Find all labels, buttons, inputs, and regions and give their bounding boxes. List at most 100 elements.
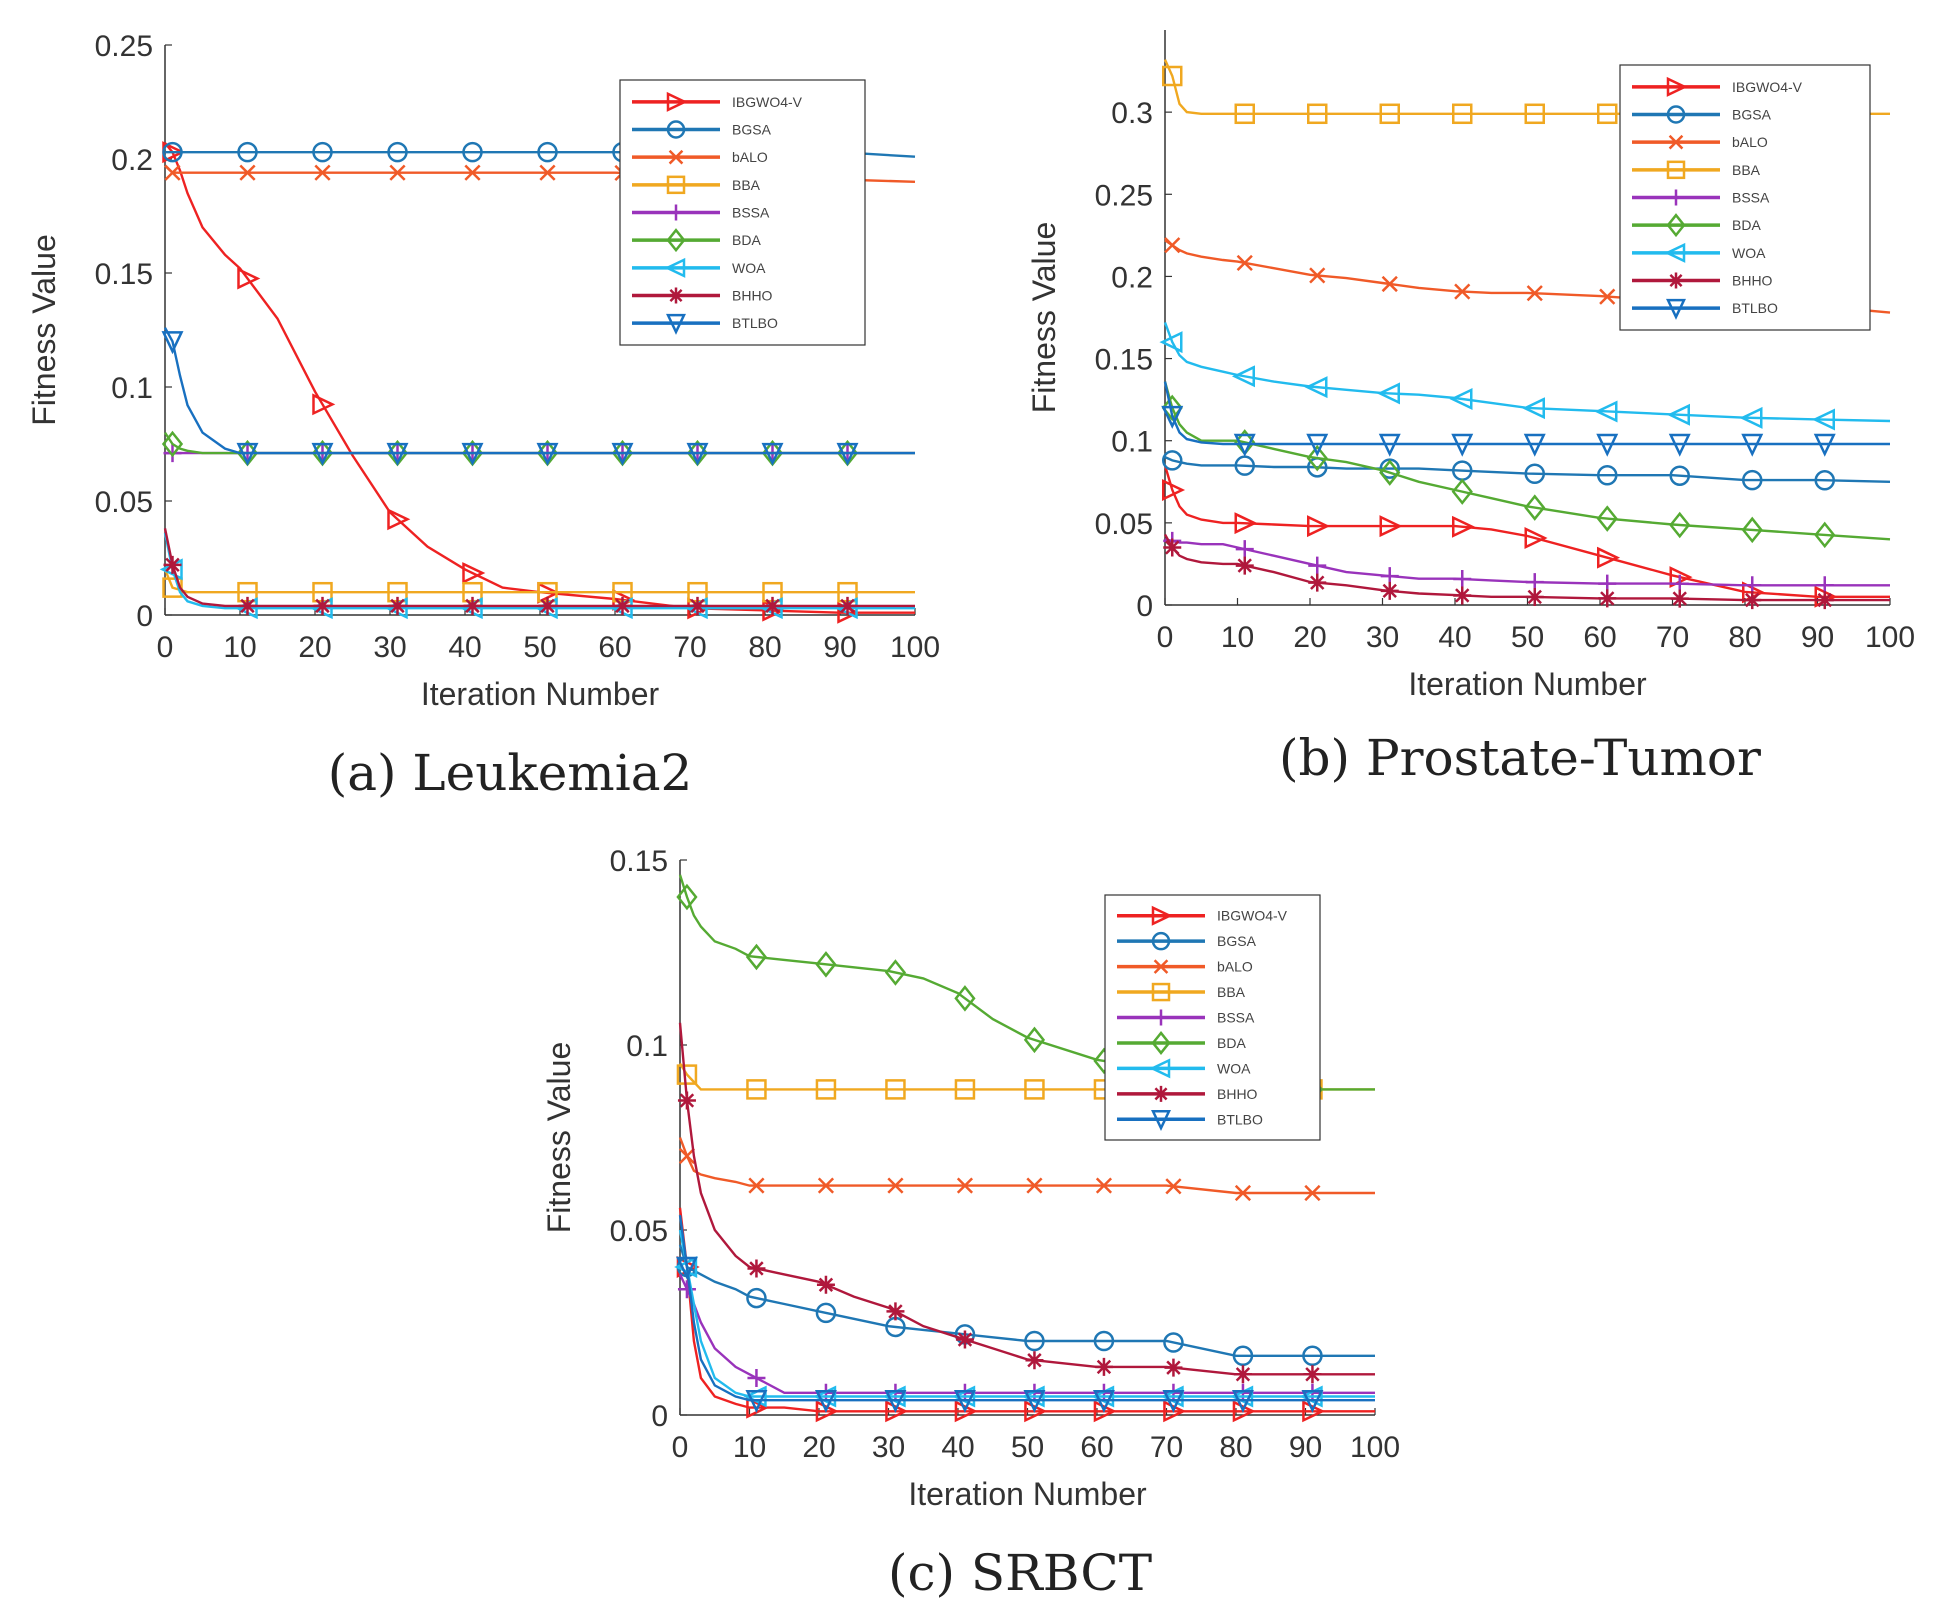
caption-b: (b) Prostate-Tumor [1279, 729, 1761, 787]
data-point-woa [1304, 376, 1328, 399]
x-tick-label: 100 [890, 631, 940, 664]
data-point-btlbo [1523, 433, 1546, 457]
data-point-btlbo [745, 1389, 768, 1414]
data-point-btlbo [1378, 433, 1401, 457]
legend-label: BGSA [1217, 933, 1257, 949]
series-woa [674, 1229, 1375, 1408]
data-point-bgsa [1524, 463, 1545, 484]
data-point-bda [884, 959, 907, 986]
legend-item-woa: WOA [1632, 242, 1766, 263]
legend-item-bda: BDA [1117, 1030, 1246, 1055]
legend-label: BGSA [732, 122, 772, 138]
series-woa [159, 532, 915, 620]
data-point-bgsa [462, 141, 483, 163]
series-line-bhho [163, 528, 915, 608]
data-point-balo [1309, 267, 1326, 284]
legend-item-bda: BDA [1632, 213, 1761, 238]
y-tick-label: 0.15 [610, 845, 668, 878]
y-tick-label: 0.05 [95, 486, 153, 519]
data-point-bhho [838, 596, 857, 615]
y-tick-label: 0.05 [610, 1215, 668, 1248]
legend-item-bssa: BSSA [1632, 189, 1770, 206]
series-bhho [677, 1022, 1375, 1384]
data-point-woa [1521, 397, 1545, 420]
data-point-btlbo [236, 442, 259, 466]
data-point-bgsa [1302, 1345, 1323, 1367]
data-point-btlbo [1231, 1389, 1254, 1414]
data-point-balo [1234, 1184, 1252, 1202]
data-point-ibgwo4-v [462, 562, 486, 585]
data-point-ibgwo4-v [1307, 515, 1331, 538]
data-point-bba [885, 1079, 906, 1100]
data-point-bhho [538, 596, 557, 615]
legend: IBGWO4-V BGSA bALO BBA BSSA BDA WOA BHHO BTLBO [1104, 894, 1321, 1141]
data-point-balo [239, 164, 256, 181]
x-tick-label: 0 [157, 631, 174, 664]
data-point-btlbo [1301, 1389, 1324, 1414]
data-point-btlbo [814, 1389, 837, 1414]
x-tick-label: 50 [1511, 621, 1544, 654]
legend-label: BSSA [732, 205, 770, 221]
legend-label: BTLBO [732, 315, 778, 331]
data-point-bhho [1025, 1351, 1044, 1370]
data-point-bba [954, 1079, 976, 1100]
legend-marker [666, 120, 686, 139]
legend: IBGWO4-V BGSA bALO BBA BSSA BDA WOA BHHO BTLBO [1619, 64, 1871, 331]
data-point-bhho [1453, 586, 1472, 605]
data-point-bgsa [1162, 450, 1183, 471]
x-tick-label: 0 [672, 1431, 689, 1464]
data-point-bhho [163, 555, 182, 574]
data-point-bgsa [237, 141, 258, 163]
legend-label: WOA [1732, 245, 1766, 261]
data-point-btlbo [1596, 433, 1619, 457]
data-point-bhho [1163, 538, 1182, 557]
series-balo [678, 1137, 1375, 1202]
data-point-bda [954, 985, 976, 1012]
data-point-bba [1597, 103, 1618, 125]
legend-item-bssa: BSSA [632, 204, 770, 221]
legend-marker [666, 175, 686, 195]
data-point-bssa [677, 1280, 696, 1299]
x-tick-label: 30 [872, 1431, 905, 1464]
data-point-woa [1159, 331, 1183, 354]
data-point-bda [1379, 459, 1401, 486]
legend-marker [1153, 1085, 1169, 1102]
y-tick-label: 0.05 [1095, 508, 1153, 541]
legend-item-bba: BBA [1117, 982, 1246, 1002]
legend-item-bssa: BSSA [1117, 1009, 1255, 1026]
data-point-balo [1454, 283, 1471, 300]
caption-a: (a) Leukemia2 [328, 744, 693, 802]
data-point-bda [1306, 444, 1328, 472]
data-point-balo [1304, 1184, 1321, 1202]
x-axis-label: Iteration Number [1408, 666, 1647, 702]
data-point-ibgwo4-v [1162, 479, 1186, 501]
x-tick-label: 60 [1583, 621, 1616, 654]
x-tick-label: 40 [1438, 621, 1471, 654]
data-point-btlbo [1233, 433, 1256, 457]
series-ibgwo4-v [676, 1207, 1375, 1423]
data-point-balo [748, 1177, 765, 1194]
data-point-bda [1451, 478, 1473, 505]
series-line-bda [1163, 381, 1891, 541]
data-point-bba [676, 1064, 698, 1085]
series-bhho [1163, 533, 1890, 610]
series-line-btlbo [163, 327, 915, 455]
legend-label: BSSA [1217, 1010, 1255, 1026]
x-tick-label: 40 [448, 631, 481, 664]
series-bgsa [676, 1244, 1375, 1367]
data-point-bba [1162, 65, 1183, 87]
data-point-ibgwo4-v [1597, 546, 1621, 569]
series-woa [1159, 321, 1891, 431]
legend-marker [1666, 298, 1686, 320]
data-point-balo [164, 164, 181, 181]
data-point-btlbo [1451, 433, 1474, 457]
data-point-woa [1231, 365, 1255, 388]
x-tick-label: 30 [1366, 621, 1399, 654]
legend-marker [668, 204, 684, 221]
y-tick-label: 0.15 [95, 258, 153, 291]
data-point-btlbo [1092, 1389, 1115, 1414]
data-point-bgsa [1742, 469, 1763, 491]
x-tick-label: 80 [748, 631, 781, 664]
series-btlbo [675, 1215, 1375, 1414]
data-point-btlbo [611, 442, 634, 466]
